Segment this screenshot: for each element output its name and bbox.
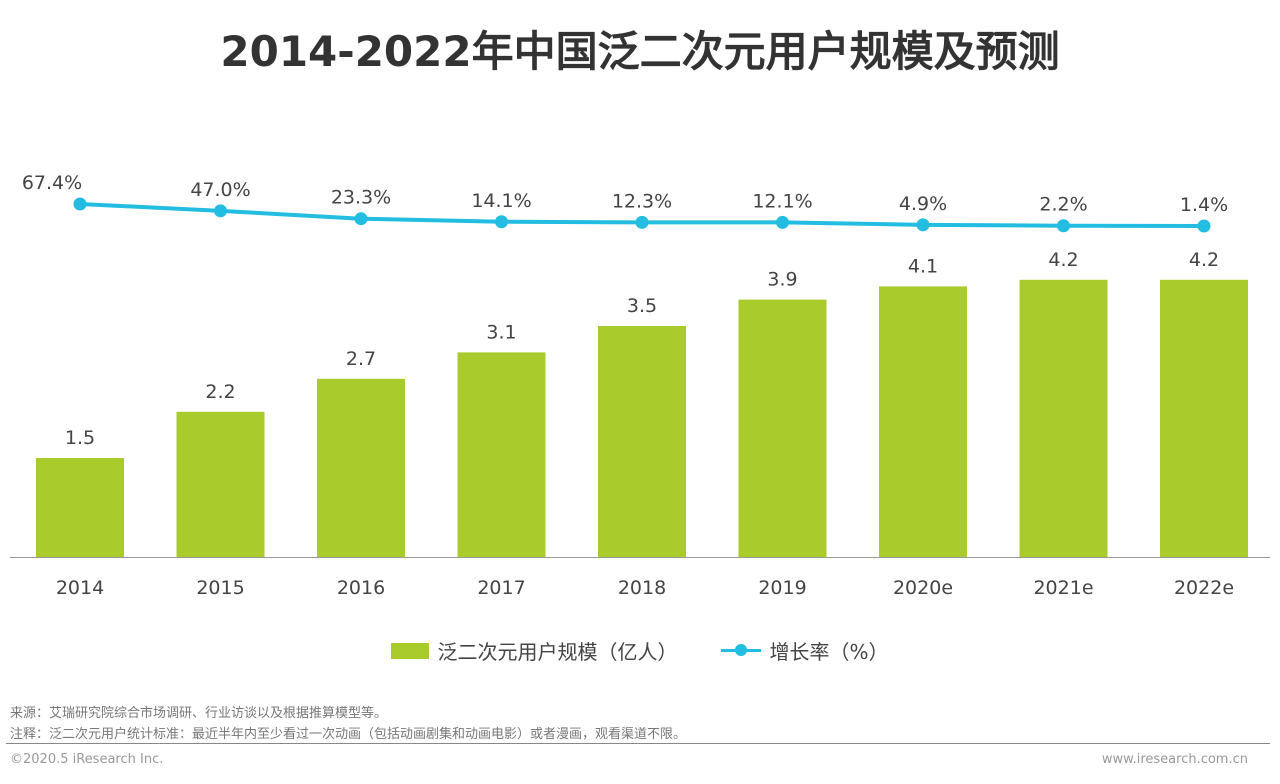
- bar-label: 4.2: [1048, 249, 1078, 271]
- x-tick-label: 2017: [477, 577, 525, 599]
- bar: [36, 458, 124, 557]
- bar-label: 4.2: [1189, 249, 1219, 271]
- chart: 1.5 2014 2.2 2015 2.7 2016 3.1 2017 3.5 2018 3.9 20…: [10, 172, 1270, 599]
- bar: [176, 411, 265, 557]
- legend-item-bar: 泛二次元用户规模（亿人）: [391, 636, 677, 665]
- line-point: [1057, 219, 1070, 233]
- line-label: 23.3%: [331, 187, 391, 209]
- chart-title: 2014-2022年中国泛二次元用户规模及预测: [220, 27, 1060, 76]
- line-point: [73, 197, 87, 211]
- bar: [317, 378, 405, 557]
- legend-item-line: 增长率（%）: [721, 636, 889, 665]
- bar-label: 2.2: [205, 381, 235, 403]
- copyright: ©2020.5 iResearch Inc.: [10, 752, 164, 767]
- footnote: 注释：泛二次元用户统计标准：最近半年内至少看过一次动画（包括动画剧集和动画电影）…: [10, 727, 687, 742]
- legend: 泛二次元用户规模（亿人） 增长率（%）: [0, 636, 1280, 665]
- line-label: 67.4%: [22, 172, 82, 194]
- bar: [457, 352, 546, 557]
- source-note: 来源：艾瑞研究院综合市场调研、行业访谈以及根据推算模型等。: [10, 706, 388, 721]
- x-tick-label: 2018: [618, 577, 666, 599]
- line-label: 12.3%: [612, 190, 672, 212]
- bar-label: 3.1: [486, 321, 516, 343]
- bar: [1019, 279, 1108, 557]
- x-tick-label: 2022e: [1174, 577, 1234, 599]
- line-point: [214, 204, 227, 218]
- x-tick-label: 2020e: [893, 577, 953, 599]
- line-point: [916, 218, 930, 232]
- line-label: 1.4%: [1180, 194, 1228, 216]
- x-tick-label: 2015: [196, 577, 244, 599]
- line-point: [776, 215, 789, 229]
- line-point: [635, 215, 649, 229]
- x-tick-label: 2019: [758, 577, 806, 599]
- bar: [1160, 279, 1248, 557]
- x-tick-label: 2021e: [1033, 577, 1093, 599]
- bar: [598, 326, 686, 557]
- bar: [879, 286, 967, 557]
- line-label: 14.1%: [471, 190, 531, 212]
- bar-label: 3.5: [627, 295, 657, 317]
- line-label: 47.0%: [190, 179, 250, 201]
- website: www.iresearch.com.cn: [1101, 752, 1248, 767]
- line-label: 12.1%: [752, 190, 812, 212]
- line-point: [1197, 219, 1211, 233]
- x-tick-label: 2016: [337, 577, 385, 599]
- bar-label: 3.9: [767, 269, 797, 291]
- line-label: 2.2%: [1039, 194, 1087, 216]
- legend-swatch-bar: [391, 642, 430, 659]
- line-point: [495, 215, 508, 229]
- line-label: 4.9%: [899, 193, 947, 215]
- line-point: [354, 212, 368, 226]
- divider: [6, 743, 1270, 744]
- legend-swatch-line: [721, 644, 762, 656]
- legend-label: 增长率（%）: [769, 640, 889, 664]
- bar: [738, 299, 827, 557]
- x-tick-label: 2014: [56, 577, 104, 599]
- bar-label: 4.1: [908, 255, 938, 277]
- bar-label: 2.7: [346, 348, 376, 370]
- bar-label: 1.5: [65, 427, 95, 449]
- legend-label: 泛二次元用户规模（亿人）: [437, 640, 678, 664]
